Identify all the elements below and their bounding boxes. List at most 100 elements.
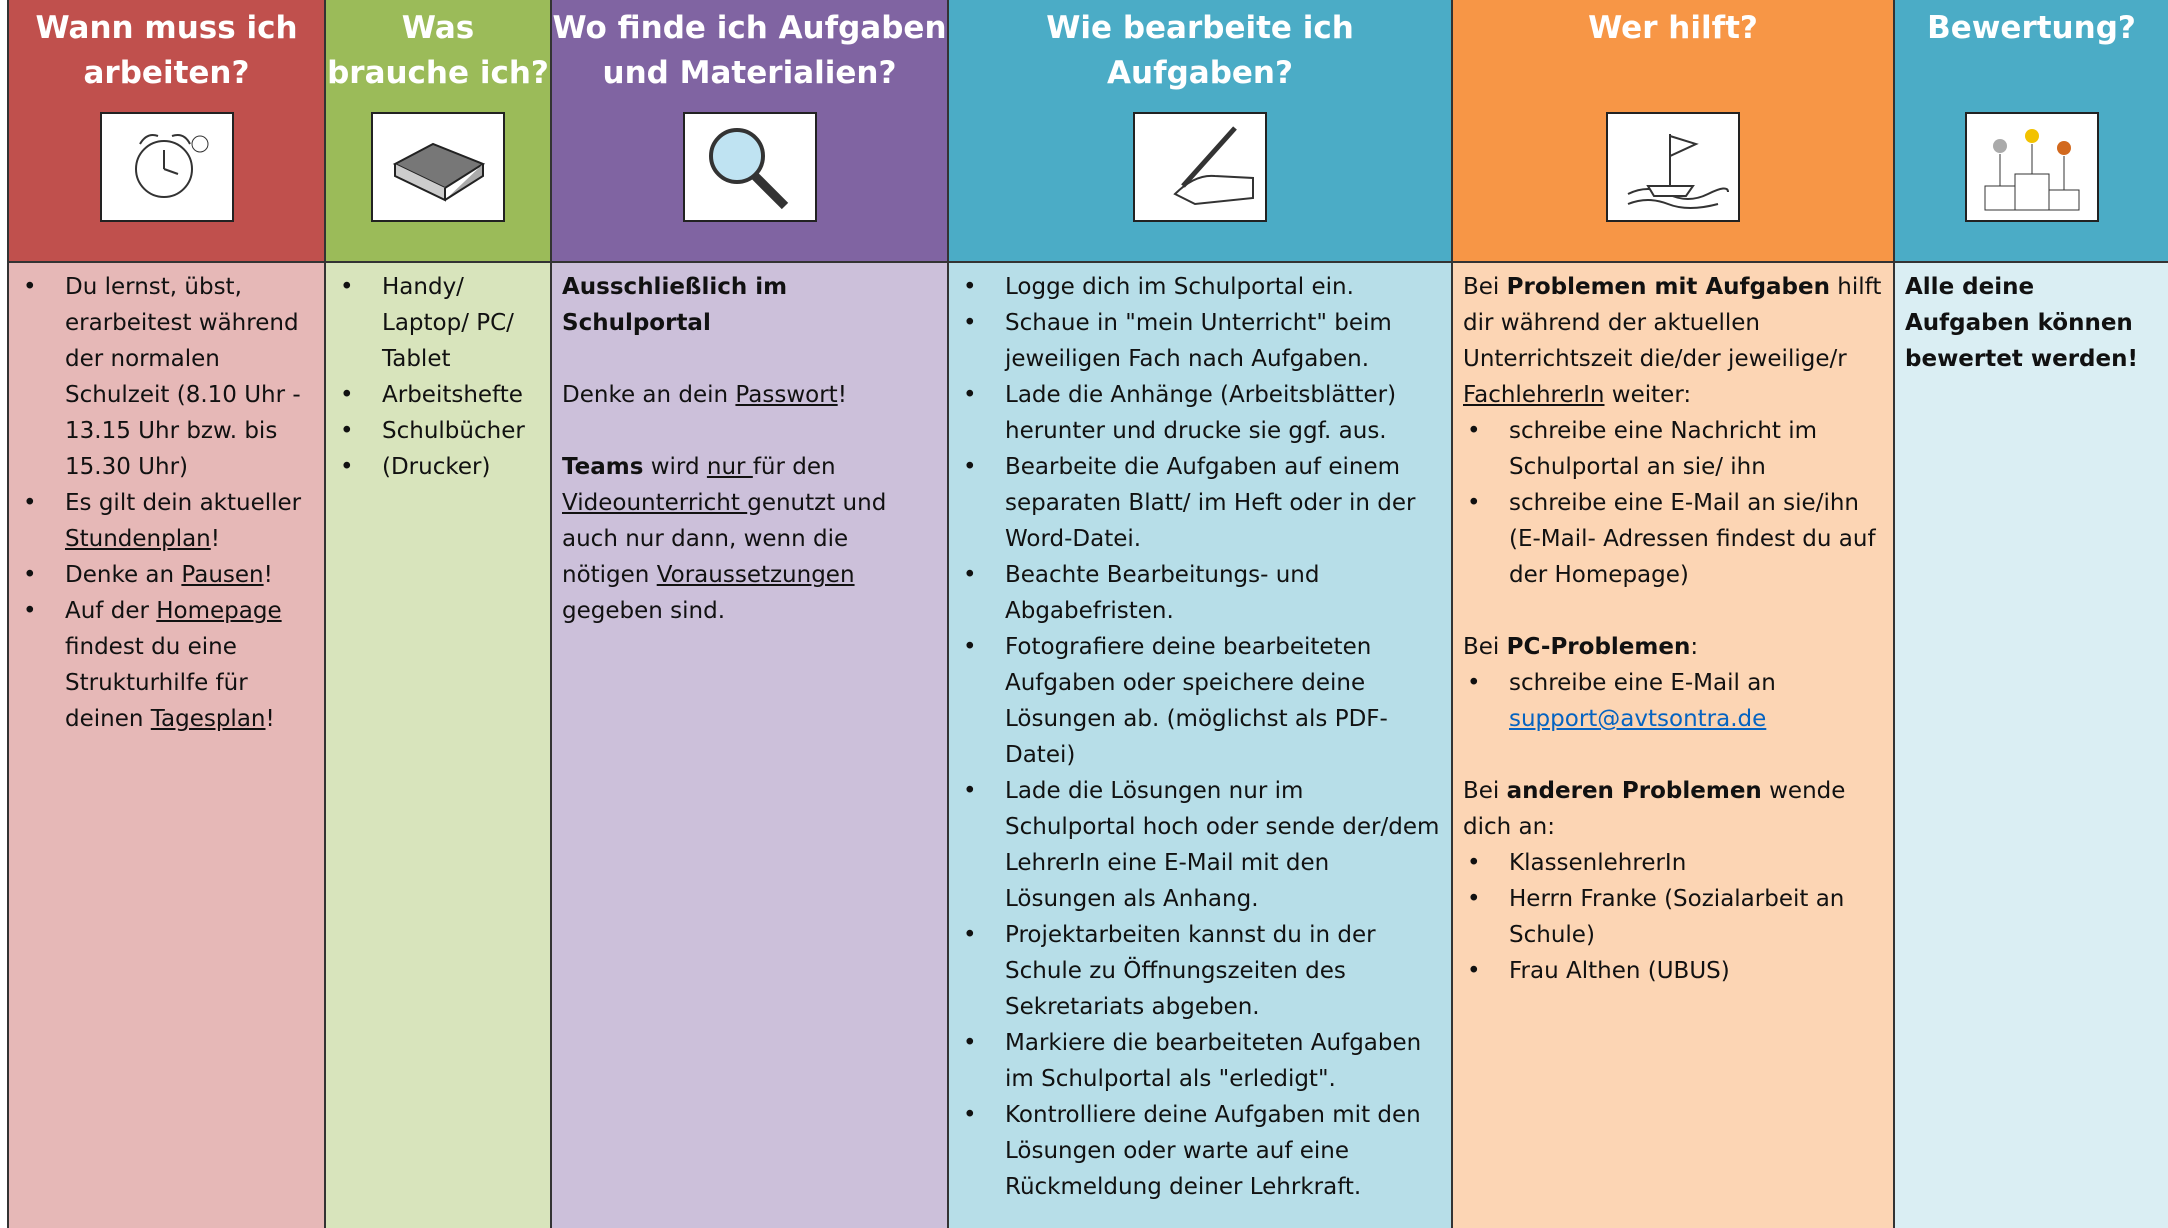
- bullet-item: schreibe eine E-Mail an support@avtsontr…: [1463, 665, 1883, 737]
- section: Du lernst, übst, erarbeitest während der…: [19, 269, 314, 737]
- bullet-item: Logge dich im Schulportal ein.: [959, 269, 1441, 305]
- text: Lade die Anhänge (Arbeitsblätter) herunt…: [1005, 382, 1397, 444]
- text: Du lernst, übst, erarbeitest während der…: [65, 274, 301, 480]
- bold-text: Alle deine Aufgaben können bewertet werd…: [1905, 274, 2138, 372]
- text: KlassenlehrerIn: [1509, 850, 1687, 876]
- text: schreibe eine E-Mail an sie/ihn (E-Mail-…: [1509, 490, 1876, 588]
- bold-text: Problemen mit Aufgaben: [1506, 274, 1830, 300]
- email-link[interactable]: support@avtsontra.de: [1509, 706, 1767, 732]
- text: Denke an dein: [562, 382, 736, 408]
- header-icon: [99, 112, 234, 222]
- bullet-item: Arbeitshefte: [336, 377, 540, 413]
- text: wird: [643, 454, 707, 480]
- paragraph: Bei PC-Problemen:: [1463, 629, 1883, 665]
- text: findest du eine Strukturhilfe für deinen: [65, 634, 248, 732]
- text: !: [837, 382, 847, 408]
- bullet-item: Kontrolliere deine Aufgaben mit den Lösu…: [959, 1097, 1441, 1205]
- bold-text: anderen Problemen: [1506, 778, 1762, 804]
- bullet-item: (Drucker): [336, 449, 540, 485]
- text: :: [1690, 634, 1699, 660]
- bold-text: PC-Problemen: [1506, 634, 1691, 660]
- text: !: [263, 562, 273, 588]
- underlined-text: Videounterricht: [562, 490, 748, 516]
- header-title: Bewertung?: [1927, 10, 2136, 46]
- section: Bei Problemen mit Aufgaben hilft dir wäh…: [1463, 269, 1883, 593]
- underlined-text: Voraussetzungen: [656, 562, 855, 588]
- text: für den: [752, 454, 836, 480]
- text: Schulbücher: [382, 418, 525, 444]
- text: Beachte Bearbeitungs- und Abgabefristen.: [1005, 562, 1320, 624]
- bullet-item: Auf der Homepage findest du eine Struktu…: [19, 593, 314, 737]
- section: Handy/ Laptop/ PC/ Tablet Arbeitshefte Sch…: [336, 269, 540, 485]
- column-header: Wie bearbeite ich Aufgaben?: [949, 0, 1451, 263]
- underlined-text: Stundenplan: [65, 526, 211, 552]
- section: Logge dich im Schulportal ein. Schaue in …: [959, 269, 1441, 1205]
- bullet-item: Schulbücher: [336, 413, 540, 449]
- header-title: Wie bearbeite ich Aufgaben?: [1046, 10, 1354, 91]
- bullet-item: Denke an Pausen!: [19, 557, 314, 593]
- section: Teams wird nur für den Videounterricht g…: [562, 449, 937, 629]
- text: schreibe eine E-Mail an: [1509, 670, 1776, 696]
- text: (Drucker): [382, 454, 491, 480]
- column: Wer hilft? Bei Problemen mit Aufgaben hil…: [1451, 0, 1893, 1228]
- column-header: Was brauche ich?: [326, 0, 550, 263]
- bullet-item: Du lernst, übst, erarbeitest während der…: [19, 269, 314, 485]
- section: Bei anderen Problemen wende dich an: Klas…: [1463, 773, 1883, 989]
- underlined-text: Pausen: [181, 562, 264, 588]
- underlined-text: Homepage: [156, 598, 282, 624]
- column: Wann muss ich arbeiten? Du lernst, übst, …: [7, 0, 324, 1228]
- header-icon: [1606, 112, 1740, 222]
- column-header: Wann muss ich arbeiten?: [9, 0, 324, 263]
- column-body: Du lernst, übst, erarbeitest während der…: [9, 263, 324, 1228]
- text: hilft dir während der aktuellen Unterric…: [1463, 274, 1882, 372]
- column-body: Ausschließlich im Schulportal Denke an de…: [552, 263, 947, 1228]
- bullet-item: Beachte Bearbeitungs- und Abgabefristen.: [959, 557, 1441, 629]
- bold-text: Ausschließlich im Schulportal: [562, 274, 788, 336]
- text: Herrn Franke (Sozialarbeit an Schule): [1509, 886, 1845, 948]
- text: genutzt und auch nur dann, wenn die nöti…: [562, 490, 887, 588]
- header-title: Was brauche ich?: [327, 10, 549, 91]
- section: Alle deine Aufgaben können bewertet werd…: [1905, 269, 2158, 377]
- bullet-item: Schaue in "mein Unterricht" beim jeweili…: [959, 305, 1441, 377]
- text: Lade die Lösungen nur im Schulportal hoc…: [1005, 778, 1440, 912]
- text: Es gilt dein aktueller: [65, 490, 302, 516]
- text: !: [210, 526, 220, 552]
- text: Bei: [1463, 274, 1507, 300]
- section: Denke an dein Passwort!: [562, 377, 937, 413]
- text: Fotografiere deine bearbeiteten Aufgaben…: [1005, 634, 1388, 768]
- paragraph: Bei Problemen mit Aufgaben hilft dir wäh…: [1463, 269, 1883, 413]
- underlined-text: FachlehrerIn: [1463, 382, 1605, 408]
- text: Denke an: [65, 562, 182, 588]
- header-icon: [682, 112, 817, 222]
- underlined-text: nur: [706, 454, 753, 480]
- section: Ausschließlich im Schulportal: [562, 269, 937, 341]
- header-title: Wo finde ich Aufgaben und Materialien?: [552, 10, 947, 91]
- header-title: Wer hilft?: [1588, 10, 1758, 46]
- column: Wo finde ich Aufgaben und Materialien? Au…: [550, 0, 947, 1228]
- bullet-item: Es gilt dein aktueller Stundenplan!: [19, 485, 314, 557]
- bullet-item: Projektarbeiten kannst du in der Schule …: [959, 917, 1441, 1025]
- underlined-text: Passwort: [735, 382, 838, 408]
- column: Was brauche ich? Handy/ Laptop/ PC/ Table…: [324, 0, 550, 1228]
- column-header: Wo finde ich Aufgaben und Materialien?: [552, 0, 947, 263]
- bullet-item: Frau Althen (UBUS): [1463, 953, 1883, 989]
- header-title: Wann muss ich arbeiten?: [35, 10, 298, 91]
- text: Schaue in "mein Unterricht" beim jeweili…: [1005, 310, 1392, 372]
- bullet-item: schreibe eine E-Mail an sie/ihn (E-Mail-…: [1463, 485, 1883, 593]
- bullet-item: KlassenlehrerIn: [1463, 845, 1883, 881]
- bullet-item: Handy/ Laptop/ PC/ Tablet: [336, 269, 540, 377]
- paragraph: Teams wird nur für den Videounterricht g…: [562, 449, 937, 629]
- text: !: [265, 706, 275, 732]
- underlined-text: Tagesplan: [150, 706, 266, 732]
- column-body: Alle deine Aufgaben können bewertet werd…: [1895, 263, 2168, 1228]
- paragraph: Alle deine Aufgaben können bewertet werd…: [1905, 269, 2158, 377]
- bullet-item: Lade die Lösungen nur im Schulportal hoc…: [959, 773, 1441, 917]
- paragraph: Denke an dein Passwort!: [562, 377, 937, 413]
- header-icon: [371, 112, 505, 222]
- column-header: Wer hilft?: [1453, 0, 1893, 263]
- bullet-item: schreibe eine Nachricht im Schulportal a…: [1463, 413, 1883, 485]
- text: Auf der: [65, 598, 157, 624]
- text: Bei: [1463, 634, 1507, 660]
- text: Arbeitshefte: [382, 382, 523, 408]
